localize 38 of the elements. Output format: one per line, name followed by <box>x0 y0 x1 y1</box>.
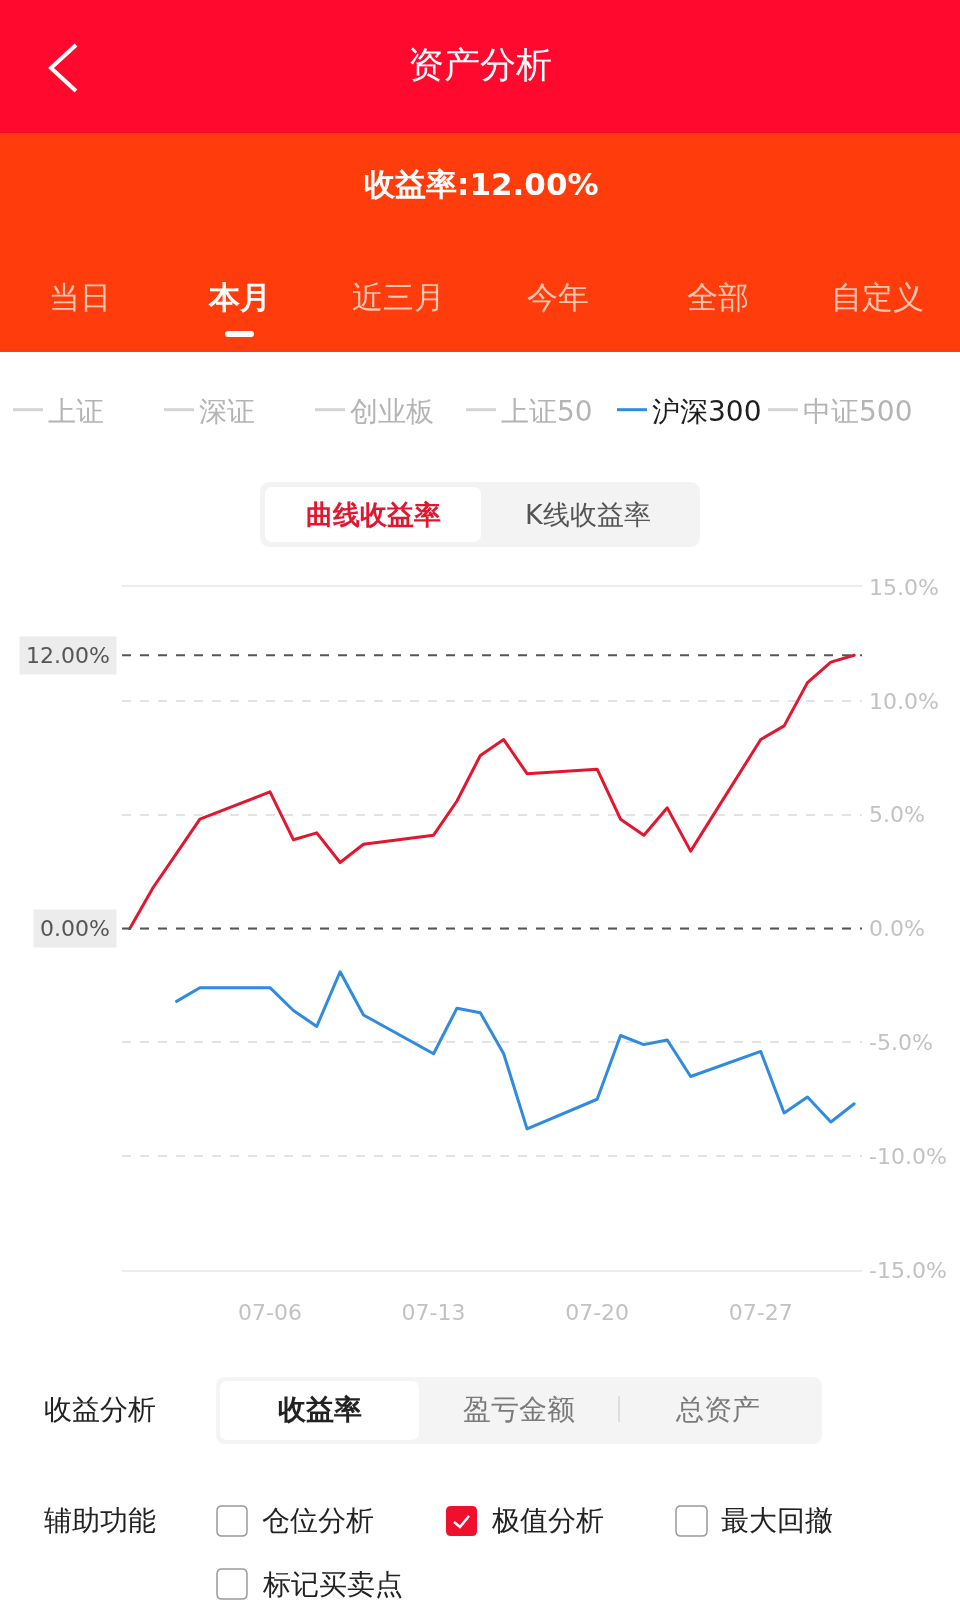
text: 今年 <box>527 279 589 315</box>
text: 当日 <box>49 279 111 315</box>
legend-label: 上证 <box>48 394 104 428</box>
y-tick-label: 5.0% <box>869 802 925 828</box>
x-tick-label: 07-06 <box>238 1300 302 1326</box>
line-series <box>128 653 856 930</box>
legend-label: 中证500 <box>803 394 913 428</box>
text: 仓位分析 <box>262 1504 374 1537</box>
y-tick-label: -15.0% <box>869 1257 947 1283</box>
x-tick-label: 07-20 <box>565 1300 630 1326</box>
text: 全部 <box>687 279 749 315</box>
ref-line-label: 0.00% <box>40 916 110 941</box>
x-tick-label: 07-13 <box>401 1300 466 1326</box>
text: 最大回撤 <box>721 1504 833 1537</box>
y-tick-label: -5.0% <box>869 1030 933 1056</box>
text: 收益分析 <box>44 1393 156 1426</box>
legend-label: 深证 <box>199 394 255 428</box>
text: 辅助功能 <box>44 1504 156 1537</box>
ref-line-label: 12.00% <box>26 643 110 668</box>
y-tick-label: 15.0% <box>869 574 939 600</box>
text: 极值分析 <box>491 1504 604 1537</box>
text: 收益率 <box>278 1393 362 1426</box>
chart-title: 资产分析 <box>408 43 552 85</box>
y-tick-label: 10.0% <box>869 688 939 714</box>
y-tick-label: 0.0% <box>869 916 925 942</box>
legend-label: 创业板 <box>350 394 434 428</box>
y-tick-label: -10.0% <box>869 1143 947 1169</box>
text: 盈亏金额 <box>463 1393 575 1426</box>
legend-label: 上证50 <box>501 394 593 428</box>
line-series <box>175 970 856 1131</box>
x-tick-label: 07-27 <box>728 1300 793 1326</box>
chart-subtitle: 收益率:12.00% <box>364 166 599 202</box>
text: 总资产 <box>675 1393 760 1426</box>
text: 近三月 <box>352 279 445 315</box>
text: 本月 <box>208 279 271 315</box>
text: 自定义 <box>831 279 924 315</box>
text: 标记买卖点 <box>262 1568 403 1601</box>
legend-label: 沪深300 <box>652 394 762 428</box>
